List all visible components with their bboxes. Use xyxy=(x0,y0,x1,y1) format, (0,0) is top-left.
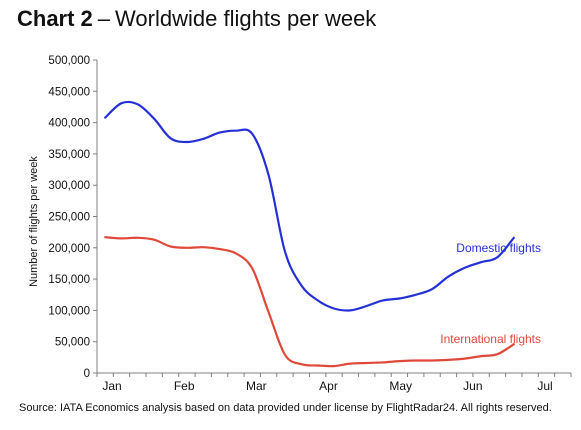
y-tick-label: 50,000 xyxy=(55,337,90,349)
chart-labels: 0 50,000 100,000 150,000 200,000 250,000 300,0… xyxy=(28,55,553,393)
y-tick-label: 250,000 xyxy=(48,212,90,224)
x-tick-label: Jun xyxy=(463,379,482,393)
source-note: Source: IATA Economics analysis based on… xyxy=(19,402,552,414)
y-tick-label: 200,000 xyxy=(48,243,90,255)
chart-number: Chart 2 xyxy=(17,6,93,31)
chart-title: Chart 2– Worldwide flights per week xyxy=(17,6,376,32)
domestic-flights-line xyxy=(104,100,515,312)
x-tick-label: May xyxy=(389,379,412,393)
international-flights-label: International flights xyxy=(440,332,541,346)
y-tick-label: 500,000 xyxy=(48,55,90,67)
chart-title-text: Worldwide flights per week xyxy=(115,6,377,31)
y-tick-label: 150,000 xyxy=(48,274,90,286)
x-tick-label: Mar xyxy=(246,379,267,393)
domestic-flights-label: Domestic flights xyxy=(456,241,541,255)
international-flights-line xyxy=(104,236,515,368)
y-tick-label: 350,000 xyxy=(48,149,90,161)
x-tick-label: Feb xyxy=(174,379,195,393)
y-tick-label: 100,000 xyxy=(48,305,90,317)
y-axis-title: Number of flights per week xyxy=(28,156,40,287)
y-tick-label: 400,000 xyxy=(48,118,90,130)
x-tick-label: Jul xyxy=(537,379,552,393)
y-tick-label: 0 xyxy=(84,368,90,380)
x-tick-label: Apr xyxy=(319,379,338,393)
x-tick-label: Jan xyxy=(102,379,121,393)
y-tick-label: 300,000 xyxy=(48,180,90,192)
chart-series xyxy=(104,100,515,368)
title-separator: – xyxy=(97,6,111,31)
chart-axes xyxy=(93,59,572,377)
y-tick-label: 450,000 xyxy=(48,86,90,98)
